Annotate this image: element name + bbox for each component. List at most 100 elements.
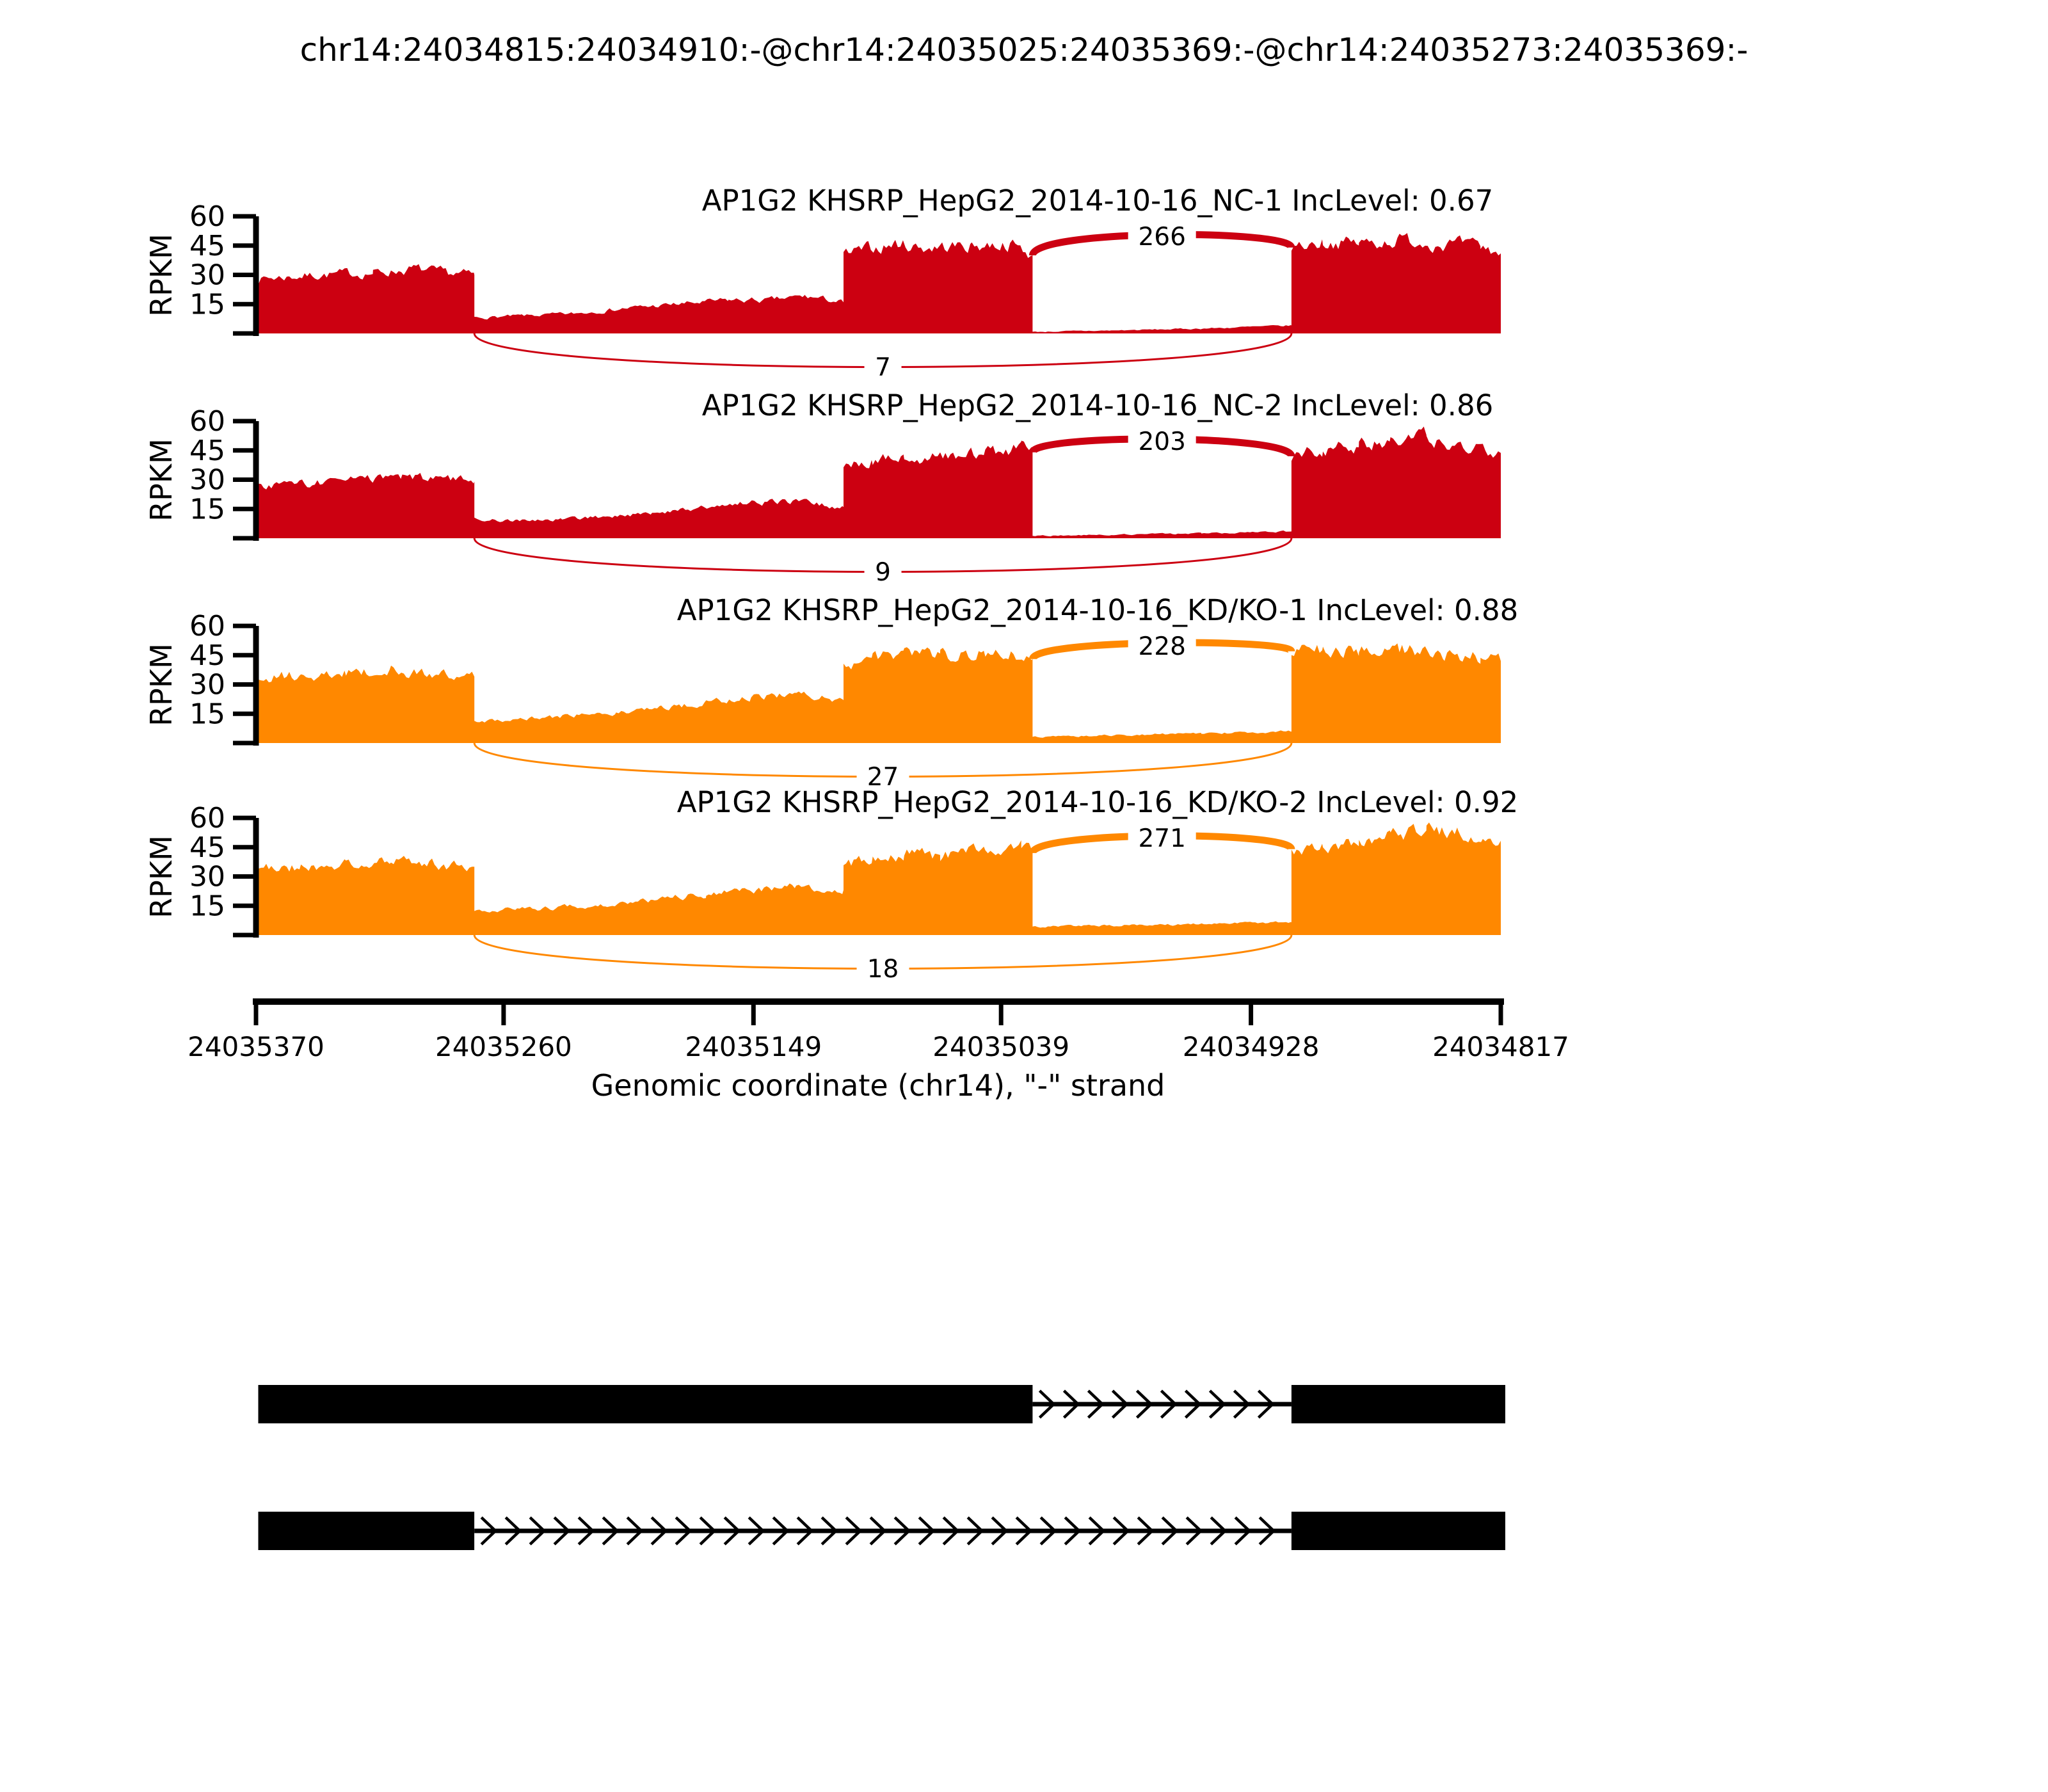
y-tick-label: 30 [189, 259, 225, 292]
y-tick-label: 30 [189, 464, 225, 497]
junction-count-bg [1128, 221, 1196, 251]
intron-arrow-right-icon [1160, 1389, 1178, 1419]
y-tick-label: 60 [189, 802, 225, 835]
exon-box [258, 1385, 1033, 1423]
intron-arrow-right-icon [1210, 1516, 1228, 1546]
intron-arrow-right-icon [723, 1516, 741, 1546]
track-title: AP1G2 KHSRP_HepG2_2014-10-16_KD/KO-2 Inc… [677, 785, 1518, 819]
x-tick-label: 24034928 [1183, 1031, 1320, 1062]
intron-arrow-right-icon [1185, 1516, 1203, 1546]
skipping-isoform [258, 1512, 1505, 1550]
intron-arrow-right-icon [699, 1516, 717, 1546]
intron-arrow-right-icon [772, 1516, 790, 1546]
genomic-coordinate-axis: 24035370 24035260 24035149 24035039 24034928… [188, 998, 1569, 1062]
junction-count: 203 [1138, 428, 1185, 456]
junction-count-bg [1128, 631, 1196, 660]
intron-arrow-right-icon [820, 1516, 838, 1546]
coverage-area [256, 233, 1501, 333]
x-tick-label: 24035370 [188, 1031, 324, 1062]
intron-arrow-right-icon [1208, 1389, 1226, 1419]
y-tick-label: 30 [189, 861, 225, 893]
junction-count: 228 [1138, 632, 1185, 661]
x-tick-label: 24034817 [1432, 1031, 1569, 1062]
intron-arrow-right-icon [1064, 1516, 1082, 1546]
intron-arrow-right-icon [1184, 1389, 1202, 1419]
intron-arrow-right-icon [675, 1516, 692, 1546]
intron-arrow-right-icon [1038, 1389, 1056, 1419]
intron-arrow-right-icon [1087, 1389, 1105, 1419]
intron-arrow-right-icon [504, 1516, 522, 1546]
intron-arrow-right-icon [602, 1516, 620, 1546]
intron-arrow-right-icon [1234, 1516, 1252, 1546]
intron-arrow-right-icon [1062, 1389, 1080, 1419]
y-tick-label: 30 [189, 669, 225, 701]
coverage-area [256, 426, 1501, 538]
intron-arrow-right-icon [942, 1516, 960, 1546]
intron-arrow-right-icon [845, 1516, 863, 1546]
junction-count: 18 [867, 955, 899, 984]
intron-arrow-right-icon [480, 1516, 498, 1546]
junction-count: 9 [875, 558, 891, 587]
y-tick-label: 60 [189, 610, 225, 643]
intron-arrow-right-icon [1258, 1516, 1276, 1546]
gene-model-isoforms [258, 1385, 1505, 1550]
intron-arrow-right-icon [626, 1516, 644, 1546]
intron-arrow-right-icon [1161, 1516, 1179, 1546]
junction-count-bg [856, 762, 909, 791]
junction-count-bg [864, 352, 902, 381]
y-tick-label: 60 [189, 200, 225, 233]
junction-count-bg [1128, 823, 1196, 852]
intron-arrow-right-icon [650, 1516, 668, 1546]
y-axis-label: RPKM [144, 234, 179, 317]
y-axis-label: RPKM [144, 643, 179, 726]
intron-arrow-right-icon [529, 1516, 547, 1546]
y-tick-label: 45 [189, 831, 225, 864]
plot-title: chr14:24034815:24034910:-@chr14:24035025… [300, 31, 1748, 68]
y-axis-label: RPKM [144, 835, 179, 918]
y-tick-label: 45 [189, 435, 225, 467]
track-title: AP1G2 KHSRP_HepG2_2014-10-16_NC-2 IncLev… [702, 388, 1494, 422]
intron-arrow-right-icon [1111, 1389, 1129, 1419]
x-axis-title: Genomic coordinate (chr14), "-" strand [591, 1068, 1165, 1103]
track-title: AP1G2 KHSRP_HepG2_2014-10-16_KD/KO-1 Inc… [677, 593, 1518, 627]
junction-count: 7 [875, 353, 891, 382]
track-title: AP1G2 KHSRP_HepG2_2014-10-16_NC-1 IncLev… [702, 184, 1494, 218]
intron-arrow-right-icon [1135, 1389, 1153, 1419]
intron-arrow-right-icon [966, 1516, 984, 1546]
y-tick-label: 15 [189, 288, 225, 321]
intron-arrow-right-icon [991, 1516, 1009, 1546]
x-tick-label: 24035039 [932, 1031, 1069, 1062]
junction-count-bg [1128, 426, 1196, 456]
y-axis-label: RPKM [144, 438, 179, 522]
y-tick-label: 15 [189, 698, 225, 730]
junction-count: 271 [1138, 824, 1185, 853]
y-tick-label: 45 [189, 230, 225, 262]
intron-arrow-right-icon [1233, 1389, 1251, 1419]
junction-count: 266 [1138, 223, 1185, 252]
exon-box [1291, 1512, 1505, 1550]
intron-arrow-right-icon [796, 1516, 814, 1546]
intron-arrow-right-icon [1137, 1516, 1155, 1546]
intron-arrow-right-icon [918, 1516, 936, 1546]
inclusion-isoform [258, 1385, 1505, 1423]
exon-box [258, 1512, 475, 1550]
intron-arrow-right-icon [748, 1516, 765, 1546]
coverage-area [256, 643, 1501, 743]
intron-arrow-right-icon [1015, 1516, 1033, 1546]
intron-arrow-right-icon [1257, 1389, 1275, 1419]
y-tick-label: 60 [189, 405, 225, 438]
exon-box [1291, 1385, 1505, 1423]
intron-arrow-right-icon [893, 1516, 911, 1546]
intron-arrow-right-icon [1088, 1516, 1106, 1546]
coverage-area [256, 822, 1501, 935]
y-tick-label: 45 [189, 639, 225, 672]
x-tick-label: 24035260 [435, 1031, 572, 1062]
junction-count-bg [856, 954, 909, 983]
